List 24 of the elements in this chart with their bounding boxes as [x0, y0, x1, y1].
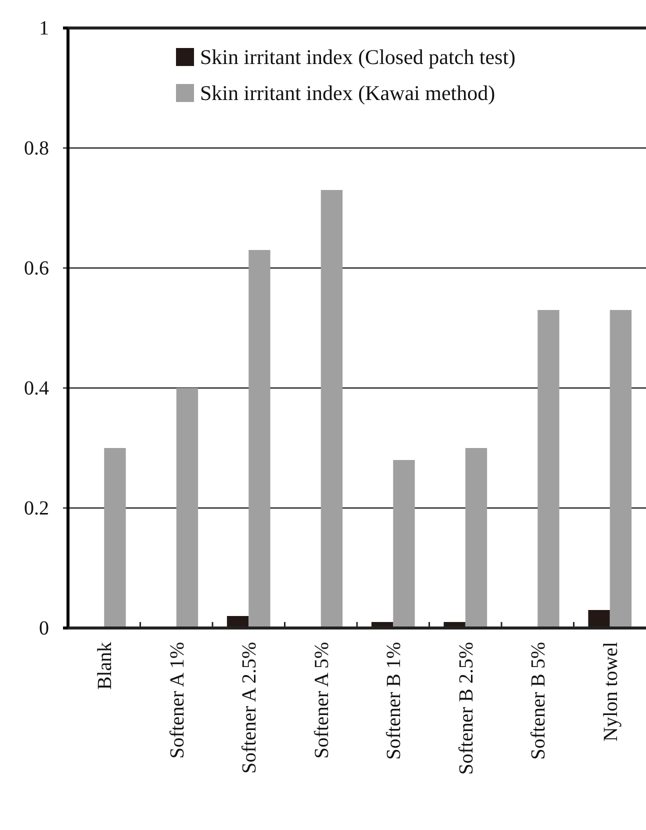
y-tick-label: 0.2	[24, 497, 49, 520]
legend-label: Skin irritant index (Closed patch test)	[200, 45, 516, 69]
x-tick-label: Softener A 1%	[166, 642, 188, 759]
x-tick-label: Softener B 5%	[528, 642, 550, 760]
x-tick-label: Blank	[94, 642, 116, 690]
bar	[393, 460, 415, 628]
x-tick-label: Softener B 2.5%	[455, 642, 478, 775]
y-tick-label: 0	[39, 617, 49, 640]
bar	[104, 448, 126, 628]
x-tick-label: Softener A 5%	[310, 642, 333, 759]
bar	[465, 448, 488, 628]
x-tick-label: Softener A 2.5%	[238, 642, 261, 774]
x-tick-label: Softener B 1%	[383, 642, 406, 760]
legend-label: Skin irritant index (Kawai method)	[200, 81, 496, 105]
bar	[610, 310, 632, 628]
bar	[176, 388, 198, 628]
x-tick-label: Nylon towel	[600, 642, 622, 742]
bar	[320, 190, 343, 628]
y-tick-label: 0.4	[24, 377, 49, 400]
bar	[248, 250, 270, 628]
y-tick-label: 0.6	[24, 257, 49, 280]
y-tick-label: 0.8	[24, 137, 49, 160]
y-tick-label: 1	[39, 17, 49, 40]
bar	[538, 310, 560, 628]
